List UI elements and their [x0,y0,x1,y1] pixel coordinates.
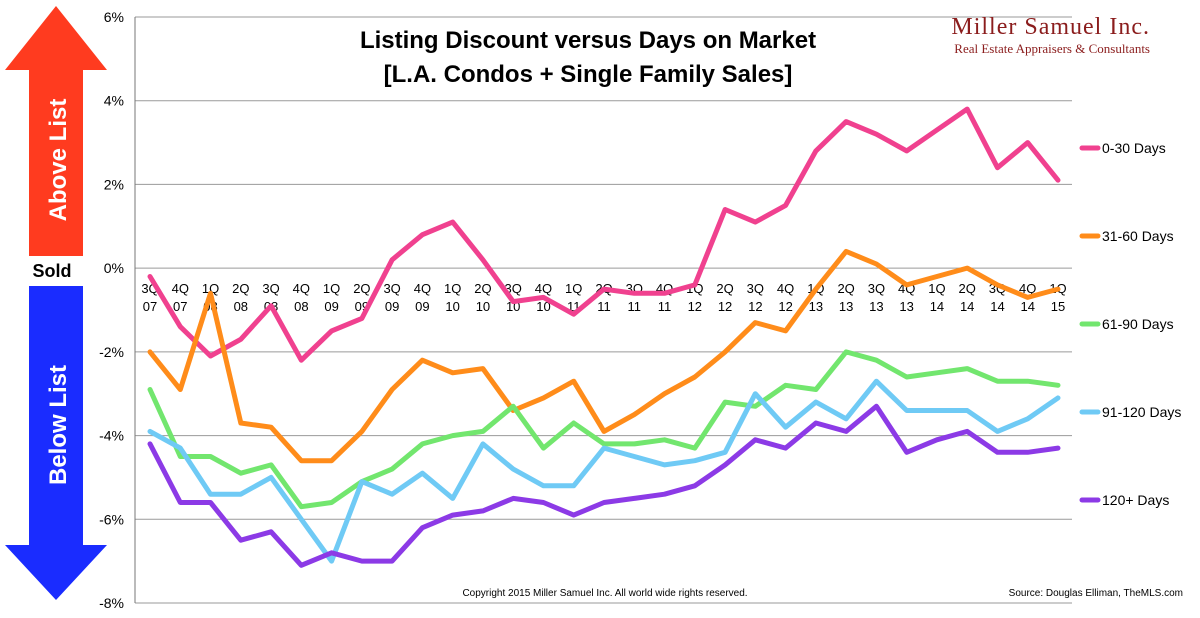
x-tick-label: 2Q 11 [595,281,612,314]
legend-label: 61-90 Days [1102,316,1174,332]
series-line-31-60-days [147,248,1061,464]
legend-label: 31-60 Days [1102,228,1174,244]
x-tick-label: 2Q 14 [959,281,976,314]
brand-name: Miller Samuel Inc. [951,14,1150,40]
legend-label: 91-120 Days [1102,404,1181,420]
above-list-label: Above List [45,99,72,222]
series-lines [147,106,1061,568]
x-tick-label: 2Q 12 [716,281,733,314]
above-list-arrow: Above List [5,6,107,256]
x-tick-label: 4Q 11 [656,281,673,314]
brand-tagline: Real Estate Appraisers & Consultants [954,41,1150,56]
below-list-arrow: Below List [5,286,107,600]
series-line-61-90-days [147,349,1061,510]
y-axis-ticks: 6% 4% 2% 0% -2% -4% -6% -8% [99,9,124,611]
x-tick-label: 3Q 13 [868,281,885,314]
x-tick-label: 4Q 14 [1019,281,1036,314]
x-tick-label: 1Q 09 [323,281,340,314]
y-tick-label: -4% [99,428,124,444]
x-tick-label: 2Q 10 [474,281,491,314]
y-tick-label: 2% [104,176,124,192]
chart-subtitle: [L.A. Condos + Single Family Sales] [384,61,793,88]
legend-label: 120+ Days [1102,492,1169,508]
source-note: Source: Douglas Elliman, TheMLS.com [1009,588,1183,599]
y-tick-label: 0% [104,260,124,276]
x-tick-label: 4Q 12 [777,281,794,314]
y-tick-label: -8% [99,595,124,611]
x-tick-label: 3Q 12 [747,281,764,314]
y-tick-label: 4% [104,93,124,109]
legend-label: 0-30 Days [1102,140,1166,156]
sold-label: Sold [33,261,72,281]
series-line-120-days [147,403,1061,568]
up-arrow-icon [5,6,107,256]
y-tick-label: 6% [104,9,124,25]
x-tick-label: 4Q 08 [293,281,310,314]
below-list-label: Below List [45,365,72,485]
x-tick-label: 1Q 15 [1049,281,1066,314]
y-tick-label: -6% [99,511,124,527]
copyright-note: Copyright 2015 Miller Samuel Inc. All wo… [462,588,747,599]
x-tick-label: 1Q 14 [928,281,945,314]
gridlines [134,16,1072,604]
x-tick-label: 3Q 09 [383,281,400,314]
x-tick-label: 4Q 07 [172,281,189,314]
x-tick-label: 4Q 09 [414,281,431,314]
series-line-91-120-days [147,378,1061,564]
down-arrow-icon [5,286,107,600]
brand-logo: Miller Samuel Inc. Real Estate Appraiser… [951,14,1150,56]
x-tick-label: 2Q 08 [232,281,249,314]
x-tick-label: 3Q 11 [626,281,643,314]
legend: 0-30 Days 31-60 Days 61-90 Days 91-120 Days… [1079,140,1181,508]
x-tick-label: 4Q 10 [535,281,552,314]
series-line-0-30-days [147,106,1061,363]
x-tick-label: 1Q 10 [444,281,461,314]
chart-title: Listing Discount versus Days on Market [360,27,816,54]
x-tick-label: 2Q 13 [837,281,854,314]
y-tick-label: -2% [99,344,124,360]
